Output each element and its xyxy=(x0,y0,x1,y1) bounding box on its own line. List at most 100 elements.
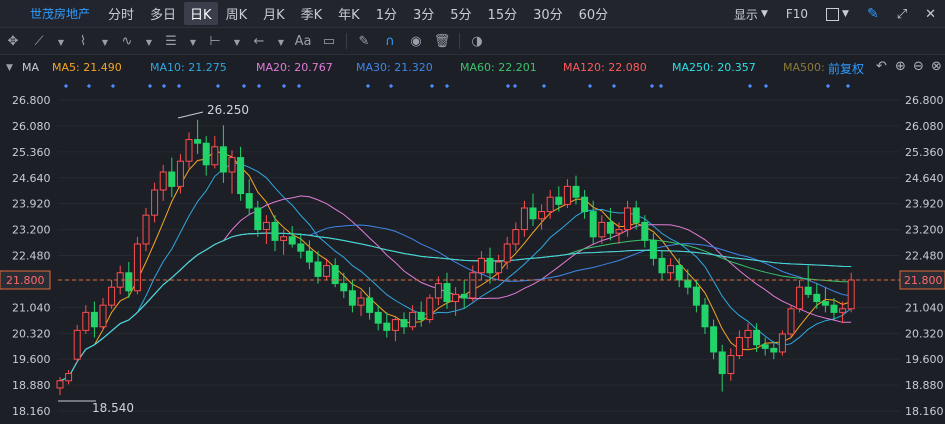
candle[interactable] xyxy=(176,153,184,194)
candle[interactable] xyxy=(796,279,804,313)
period-tab[interactable]: 年K xyxy=(338,8,360,23)
measure-tool[interactable]: ⊢ xyxy=(202,34,228,49)
candle[interactable] xyxy=(331,258,339,288)
arrow-tool-dropdown[interactable]: ▼ xyxy=(272,34,290,49)
candle[interactable] xyxy=(804,265,812,298)
ma-legend-item[interactable]: MA250: 20.357 xyxy=(672,61,756,74)
candle[interactable] xyxy=(589,200,597,244)
draw-pen-button[interactable]: ✎ xyxy=(867,6,879,22)
candle[interactable] xyxy=(133,236,141,295)
candle[interactable] xyxy=(821,287,829,313)
wave-tool-dropdown[interactable]: ▼ xyxy=(140,34,158,49)
candle[interactable] xyxy=(839,301,847,324)
ma-legend-item[interactable]: MA120: 22.080 xyxy=(563,61,647,74)
display-menu-button[interactable]: 显示 ▼ xyxy=(734,6,768,23)
period-tab[interactable]: 季K xyxy=(300,8,323,23)
close-button[interactable]: ✕ xyxy=(925,7,936,22)
candle[interactable] xyxy=(366,287,374,320)
candle[interactable] xyxy=(211,135,219,169)
candle[interactable] xyxy=(82,305,90,334)
candle[interactable] xyxy=(563,179,571,208)
fibonacci-tool[interactable]: ☰ xyxy=(158,34,184,49)
candle[interactable] xyxy=(90,301,98,338)
candle[interactable] xyxy=(340,272,348,298)
candle[interactable] xyxy=(555,186,563,212)
f10-button[interactable]: F10 xyxy=(785,7,809,21)
candle[interactable] xyxy=(202,135,210,176)
candle[interactable] xyxy=(761,337,769,356)
remove-indicator-button[interactable]: ⊖ xyxy=(913,59,924,74)
candle[interactable] xyxy=(744,323,752,349)
candle[interactable] xyxy=(108,279,116,309)
candle[interactable] xyxy=(787,305,795,338)
period-tab[interactable]: 15分 xyxy=(487,8,518,23)
candle[interactable] xyxy=(495,254,503,280)
candle[interactable] xyxy=(443,272,451,309)
candle[interactable] xyxy=(374,305,382,331)
candle[interactable] xyxy=(538,204,546,230)
candle[interactable] xyxy=(520,200,528,237)
candle[interactable] xyxy=(262,215,270,244)
line-tool[interactable]: ⟋ xyxy=(26,34,52,49)
candle[interactable] xyxy=(469,265,477,302)
ma-legend-item[interactable]: MA10: 21.275 xyxy=(150,61,227,74)
candle[interactable] xyxy=(512,222,520,252)
candle[interactable] xyxy=(778,330,786,356)
ma-legend-item[interactable]: MA500: xyxy=(783,61,825,74)
candle[interactable] xyxy=(813,283,821,309)
add-indicator-button[interactable]: ⊕ xyxy=(895,59,906,74)
candle[interactable] xyxy=(598,215,606,244)
candle[interactable] xyxy=(426,294,434,324)
candle[interactable] xyxy=(65,369,73,385)
comment-tool[interactable]: ▭ xyxy=(316,34,342,49)
polygon-tool[interactable]: ⌇ xyxy=(70,34,96,49)
candle[interactable] xyxy=(847,272,855,313)
stock-name[interactable]: 世茂房地产 xyxy=(30,7,91,21)
candle[interactable] xyxy=(194,119,202,154)
candle[interactable] xyxy=(641,215,649,248)
candle[interactable] xyxy=(151,182,159,223)
period-tab[interactable]: 30分 xyxy=(533,8,563,23)
candle[interactable] xyxy=(675,258,683,288)
polygon-tool-dropdown[interactable]: ▼ xyxy=(96,34,114,49)
candle[interactable] xyxy=(718,344,726,392)
measure-tool-dropdown[interactable]: ▼ xyxy=(228,34,246,49)
candle[interactable] xyxy=(323,258,331,280)
candle[interactable] xyxy=(529,193,537,226)
candle[interactable] xyxy=(727,348,735,381)
visibility-tool[interactable]: ◉ xyxy=(403,34,429,49)
delete-tool[interactable]: 🗑 xyxy=(429,34,455,49)
toggle-tool[interactable]: ◑ xyxy=(464,34,490,49)
candle[interactable] xyxy=(753,323,761,352)
candle[interactable] xyxy=(56,377,64,396)
magnet-tool[interactable]: ∩ xyxy=(377,34,403,49)
period-tab[interactable]: 1分 xyxy=(375,8,397,23)
candle[interactable] xyxy=(658,251,666,280)
period-tab[interactable]: 3分 xyxy=(412,8,435,23)
candle[interactable] xyxy=(624,200,632,237)
candle[interactable] xyxy=(434,276,442,306)
close-indicator-button[interactable]: ⊗ xyxy=(931,59,942,74)
period-tab[interactable]: 多日 xyxy=(150,8,177,23)
candle[interactable] xyxy=(271,215,279,252)
candle[interactable] xyxy=(237,146,245,201)
candle[interactable] xyxy=(735,330,743,360)
candle[interactable] xyxy=(710,319,718,360)
candle[interactable] xyxy=(770,341,778,360)
fullscreen-button[interactable]: ⤢ xyxy=(897,7,907,22)
candle[interactable] xyxy=(391,315,399,342)
candle[interactable] xyxy=(701,297,709,334)
candle[interactable] xyxy=(486,247,494,284)
period-tab[interactable]: 周K xyxy=(225,8,248,23)
candle[interactable] xyxy=(684,269,692,295)
candle[interactable] xyxy=(297,233,305,259)
candle[interactable] xyxy=(572,175,580,205)
period-tab[interactable]: 日K xyxy=(184,2,218,25)
candle[interactable] xyxy=(417,301,425,327)
arrow-tool[interactable]: ← xyxy=(246,34,272,49)
move-tool[interactable]: ✥ xyxy=(0,34,26,49)
ma-legend-item[interactable]: MA5: 21.490 xyxy=(52,61,122,74)
period-tab[interactable]: 5分 xyxy=(450,8,472,23)
candle[interactable] xyxy=(606,207,614,241)
candle[interactable] xyxy=(477,251,485,280)
